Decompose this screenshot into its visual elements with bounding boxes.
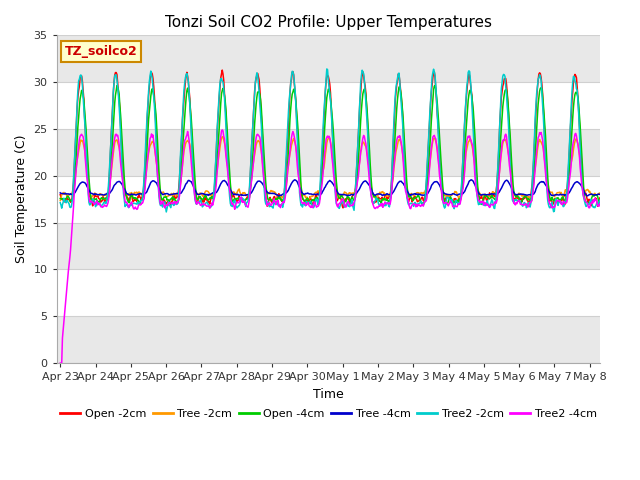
X-axis label: Time: Time <box>313 388 344 401</box>
Tree2 -2cm <box>133 201 141 207</box>
Open -2cm <box>339 205 347 211</box>
Line: Tree -4cm: Tree -4cm <box>60 180 607 196</box>
Tree -4cm <box>311 192 319 197</box>
Tree2 -2cm <box>56 200 64 205</box>
Tree -2cm <box>59 191 67 196</box>
Tree2 -4cm <box>604 150 611 156</box>
Tree -2cm <box>56 198 64 204</box>
Open -2cm <box>311 195 319 201</box>
Tree -2cm <box>219 134 227 140</box>
Text: TZ_soilco2: TZ_soilco2 <box>65 45 138 58</box>
Tree2 -2cm <box>291 80 298 85</box>
Open -4cm <box>290 86 298 92</box>
Tree -4cm <box>56 190 64 196</box>
Tree2 -4cm <box>133 206 141 212</box>
Tree -4cm <box>450 191 458 197</box>
Open -4cm <box>59 196 67 202</box>
Bar <box>57 223 600 269</box>
Open -4cm <box>133 196 141 202</box>
Tree -2cm <box>450 191 458 196</box>
Open -2cm <box>218 67 226 73</box>
Open -2cm <box>463 82 471 87</box>
Tree -4cm <box>133 192 141 198</box>
Tree2 -2cm <box>604 94 611 99</box>
Tree2 -2cm <box>323 66 331 72</box>
Tree -2cm <box>311 190 319 196</box>
Tree2 -4cm <box>59 335 67 341</box>
Bar <box>57 36 600 82</box>
Line: Open -4cm: Open -4cm <box>60 85 607 204</box>
Tree2 -2cm <box>463 79 471 84</box>
Tree -4cm <box>604 186 611 192</box>
Open -2cm <box>451 196 458 202</box>
Open -4cm <box>56 196 64 202</box>
Open -4cm <box>450 200 458 205</box>
Open -2cm <box>56 192 64 197</box>
Tree -4cm <box>275 193 283 199</box>
Tree2 -2cm <box>451 206 458 212</box>
Bar <box>57 129 600 176</box>
Open -4cm <box>431 83 439 88</box>
Open -2cm <box>604 100 611 106</box>
Tree -4cm <box>463 184 470 190</box>
Tree2 -2cm <box>163 209 170 215</box>
Tree -4cm <box>467 177 475 183</box>
Tree -2cm <box>291 137 298 143</box>
Legend: Open -2cm, Tree -2cm, Open -4cm, Tree -4cm, Tree2 -2cm, Tree2 -4cm: Open -2cm, Tree -2cm, Open -4cm, Tree -4… <box>56 404 601 423</box>
Title: Tonzi Soil CO2 Profile: Upper Temperatures: Tonzi Soil CO2 Profile: Upper Temperatur… <box>165 15 492 30</box>
Tree2 -2cm <box>59 202 67 208</box>
Line: Tree2 -2cm: Tree2 -2cm <box>60 69 607 212</box>
Line: Tree2 -4cm: Tree2 -4cm <box>60 130 607 363</box>
Bar <box>57 316 600 363</box>
Tree2 -4cm <box>311 199 319 205</box>
Tree -4cm <box>59 191 67 196</box>
Line: Open -2cm: Open -2cm <box>60 70 607 208</box>
Tree -2cm <box>463 146 470 152</box>
Open -4cm <box>310 198 318 204</box>
Tree -2cm <box>133 189 141 195</box>
Tree -4cm <box>291 177 298 183</box>
Open -4cm <box>477 202 485 207</box>
Open -2cm <box>59 197 67 203</box>
Open -4cm <box>604 126 611 132</box>
Tree2 -2cm <box>311 202 319 207</box>
Tree2 -4cm <box>463 138 470 144</box>
Tree2 -4cm <box>56 360 64 366</box>
Line: Tree -2cm: Tree -2cm <box>60 137 607 201</box>
Tree -2cm <box>604 153 611 159</box>
Open -2cm <box>291 82 298 88</box>
Tree2 -4cm <box>450 204 458 209</box>
Open -4cm <box>463 117 470 122</box>
Y-axis label: Soil Temperature (C): Soil Temperature (C) <box>15 135 28 264</box>
Open -2cm <box>133 199 141 204</box>
Tree2 -4cm <box>291 134 298 140</box>
Tree2 -4cm <box>218 127 226 133</box>
